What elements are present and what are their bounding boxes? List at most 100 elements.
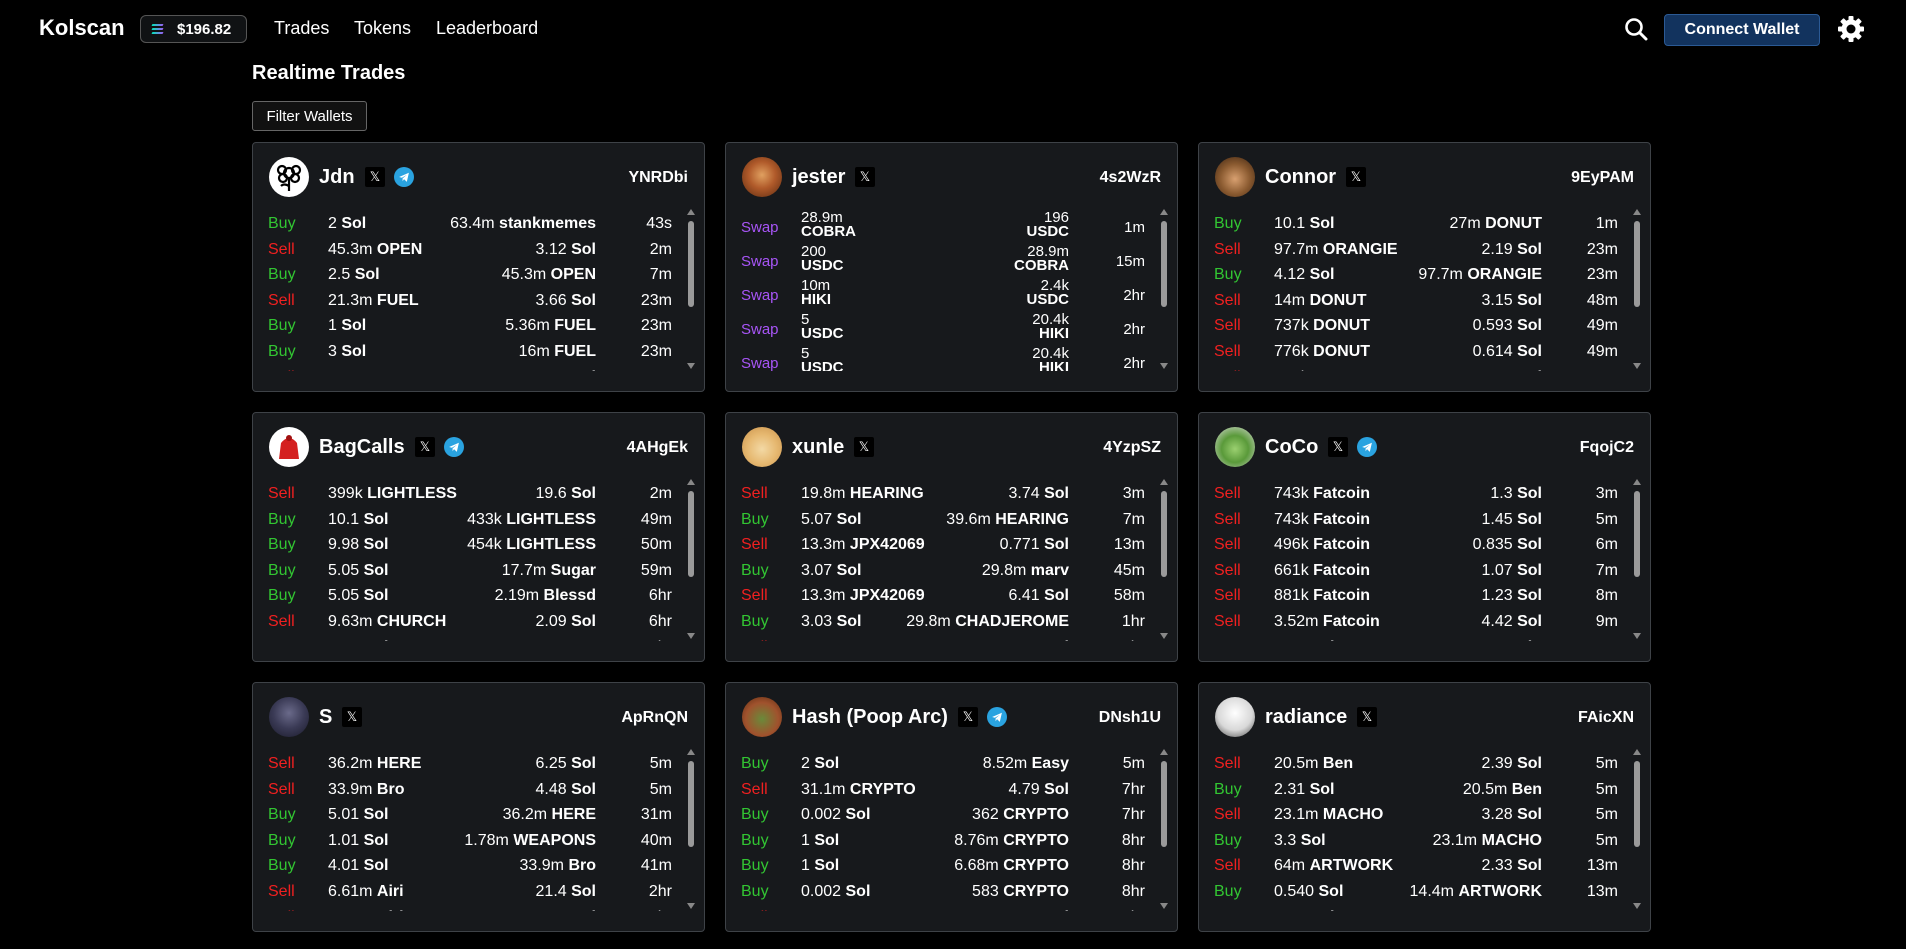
trades-list[interactable]: Buy 10.1 Sol 27m DONUT 1m Sell 97.7m ORANGIE 2… xyxy=(1214,211,1618,371)
trade-from-token[interactable]: HEARING xyxy=(849,485,924,502)
scroll-thumb[interactable] xyxy=(1161,761,1167,847)
trade-to-token[interactable]: stankmemes xyxy=(499,215,596,232)
trade-to-token[interactable]: CRYPTO xyxy=(1003,857,1069,875)
trade-row[interactable]: Sell 661k Fatcoin 1.07 Sol 7m xyxy=(1214,558,1618,584)
kolscan-logo[interactable]: Kolscan xyxy=(39,15,125,40)
trade-to-token[interactable]: Sol xyxy=(1044,909,1069,911)
trade-row[interactable]: Buy 5.07 Sol 39.6m HEARING 7m xyxy=(741,507,1145,533)
trade-from-token[interactable]: Sol xyxy=(1309,780,1335,798)
trade-row[interactable]: Sell 881k Fatcoin 1.23 Sol 8m xyxy=(1214,583,1618,609)
trade-row[interactable]: Buy 1 Sol 6.68m CRYPTO 8hr xyxy=(741,853,1145,879)
trade-row[interactable]: Sell 9.63m CHURCH 2.09 Sol 6hr xyxy=(268,609,672,635)
trade-row[interactable]: Sell 1.17m Airi 5.18 Sol 11hr xyxy=(268,905,672,911)
kol-name[interactable]: Hash (Poop Arc) xyxy=(792,706,948,728)
scroll-down-arrow-icon[interactable] xyxy=(687,633,695,639)
scroll-thumb[interactable] xyxy=(688,491,694,577)
avatar[interactable] xyxy=(1215,157,1255,197)
trade-to-token[interactable]: Sol xyxy=(571,369,596,371)
trade-to-token[interactable]: Sol xyxy=(1517,291,1542,309)
scroll-up-arrow-icon[interactable] xyxy=(687,749,695,755)
trade-to-token[interactable]: Sol xyxy=(1517,240,1542,258)
kol-name[interactable]: S xyxy=(319,706,333,728)
trade-from-token[interactable]: DONUT xyxy=(1313,342,1371,360)
trade-to-token[interactable]: CHURCH xyxy=(527,639,596,641)
x-twitter-icon[interactable]: 𝕏 xyxy=(1357,707,1377,727)
trade-from-token[interactable]: Sol xyxy=(845,882,871,900)
trade-to-token[interactable]: Sugar xyxy=(550,561,596,579)
trade-row[interactable]: Sell 737k DONUT 0.593 Sol 49m xyxy=(1214,313,1618,339)
scroll-down-arrow-icon[interactable] xyxy=(687,903,695,909)
trade-to-token[interactable]: Sol xyxy=(1517,369,1542,371)
trade-row[interactable]: Sell 13.3m JPX42069 0.771 Sol 13m xyxy=(741,532,1145,558)
trades-list[interactable]: Buy 2 Sol 8.52m Easy 5m Sell 31.1m CRYPTO 4.79… xyxy=(741,751,1145,911)
trade-from-token[interactable]: Sol xyxy=(1309,215,1335,232)
trade-row[interactable]: Sell 97.7m ORANGIE 2.19 Sol 23m xyxy=(1214,237,1618,263)
trade-from-token[interactable]: TRAY xyxy=(849,909,891,911)
search-icon[interactable] xyxy=(1624,17,1648,41)
swap-to-token[interactable]: USDC xyxy=(1026,223,1069,240)
trade-to-token[interactable]: Sol xyxy=(1517,806,1542,824)
trade-row[interactable]: Sell 21.9m FUEL 3.99 Sol 25m xyxy=(268,365,672,371)
trade-from-token[interactable]: MACHO xyxy=(1322,806,1384,824)
swap-from-token[interactable]: COBRA xyxy=(801,223,856,240)
avatar[interactable] xyxy=(269,697,309,737)
trade-row[interactable]: Sell 3.52m Fatcoin 4.42 Sol 9m xyxy=(1214,609,1618,635)
swap-from-token[interactable]: HIKI xyxy=(801,291,831,308)
trade-from-token[interactable]: Fatcoin xyxy=(1313,510,1371,528)
trade-from-token[interactable]: Sol xyxy=(814,831,840,849)
kol-card[interactable]: Connor 𝕏 9EyPAM Buy 10.1 Sol 27m DONUT 1m Sell 9… xyxy=(1198,142,1651,392)
trade-to-token[interactable]: Sol xyxy=(571,612,596,630)
kol-card[interactable]: CoCo 𝕏 FqojC2 Sell 743k Fatcoin 1.3 Sol 3m Sell… xyxy=(1198,412,1651,662)
trade-row[interactable]: Swap 200 USDC 28.9m COBRA 15m xyxy=(741,244,1145,279)
trade-row[interactable]: Buy 0.002 Sol 362 CRYPTO 7hr xyxy=(741,802,1145,828)
trade-from-token[interactable]: Sol xyxy=(1310,909,1335,911)
kol-name[interactable]: Connor xyxy=(1265,166,1337,188)
trades-scrollbar[interactable] xyxy=(1160,479,1168,639)
x-twitter-icon[interactable]: 𝕏 xyxy=(415,437,435,457)
swap-from-token[interactable]: USDC xyxy=(801,325,844,342)
scroll-thumb[interactable] xyxy=(1634,761,1640,847)
trade-row[interactable]: Buy 2 Sol 63.4m stankmemes 43s xyxy=(268,211,672,237)
trade-to-token[interactable]: CRYPTO xyxy=(1003,806,1069,824)
x-twitter-icon[interactable]: 𝕏 xyxy=(855,167,875,187)
x-twitter-icon[interactable]: 𝕏 xyxy=(1328,437,1348,457)
trade-row[interactable]: Buy 3.03 Sol 29.8m CHADJEROME 1hr xyxy=(741,609,1145,635)
trade-row[interactable]: Buy 1 Sol 8.76m CRYPTO 8hr xyxy=(741,828,1145,854)
trade-to-token[interactable]: Sol xyxy=(571,240,596,258)
scroll-down-arrow-icon[interactable] xyxy=(1633,903,1641,909)
scroll-thumb[interactable] xyxy=(1161,221,1167,307)
trade-to-token[interactable]: marv xyxy=(1030,561,1069,579)
nav-tokens[interactable]: Tokens xyxy=(354,18,412,38)
trade-to-token[interactable]: OPEN xyxy=(550,266,596,284)
trade-from-token[interactable]: Fatcoin xyxy=(1313,561,1371,579)
connect-wallet-button[interactable]: Connect Wallet xyxy=(1664,14,1820,46)
scroll-thumb[interactable] xyxy=(688,761,694,847)
trade-from-token[interactable]: Fatcoin xyxy=(1313,536,1371,554)
trades-scrollbar[interactable] xyxy=(1160,749,1168,909)
trade-from-token[interactable]: Sol xyxy=(341,342,367,360)
kol-card[interactable]: jester 𝕏 4s2WzR Swap 28.9m COBRA 196 USDC 1m Swap… xyxy=(725,142,1178,392)
swap-to-token[interactable]: USDC xyxy=(1026,291,1069,308)
trade-to-token[interactable]: ORANGIE xyxy=(1467,266,1542,284)
trade-from-token[interactable]: Sol xyxy=(364,639,389,641)
sol-price-badge[interactable]: $196.82 xyxy=(140,15,247,43)
trade-from-token[interactable]: Sol xyxy=(354,266,380,284)
x-twitter-icon[interactable]: 𝕏 xyxy=(854,437,874,457)
trade-row[interactable]: Sell 36.2m HERE 6.25 Sol 5m xyxy=(268,751,672,777)
scroll-thumb[interactable] xyxy=(1634,221,1640,307)
trade-to-token[interactable]: Sol xyxy=(1517,612,1542,630)
trade-row[interactable]: Sell 23.1m MACHO 3.28 Sol 5m xyxy=(1214,802,1618,828)
trade-from-token[interactable]: Sol xyxy=(341,317,367,335)
scroll-up-arrow-icon[interactable] xyxy=(1160,479,1168,485)
swap-from-token[interactable]: USDC xyxy=(801,359,844,371)
trade-row[interactable]: Buy 1 Sol 5.36m FUEL 23m xyxy=(268,313,672,339)
trade-from-token[interactable]: CRYPTO xyxy=(849,780,916,798)
scroll-down-arrow-icon[interactable] xyxy=(1160,633,1168,639)
trade-row[interactable]: Sell 19.8m HEARING 3.74 Sol 3m xyxy=(741,481,1145,507)
telegram-icon[interactable] xyxy=(1357,437,1377,457)
avatar[interactable] xyxy=(742,697,782,737)
trades-scrollbar[interactable] xyxy=(687,749,695,909)
trade-to-token[interactable]: Sol xyxy=(571,485,596,502)
trade-row[interactable]: Buy 2.31 Sol 20.5m Ben 5m xyxy=(1214,777,1618,803)
scroll-down-arrow-icon[interactable] xyxy=(1160,363,1168,369)
